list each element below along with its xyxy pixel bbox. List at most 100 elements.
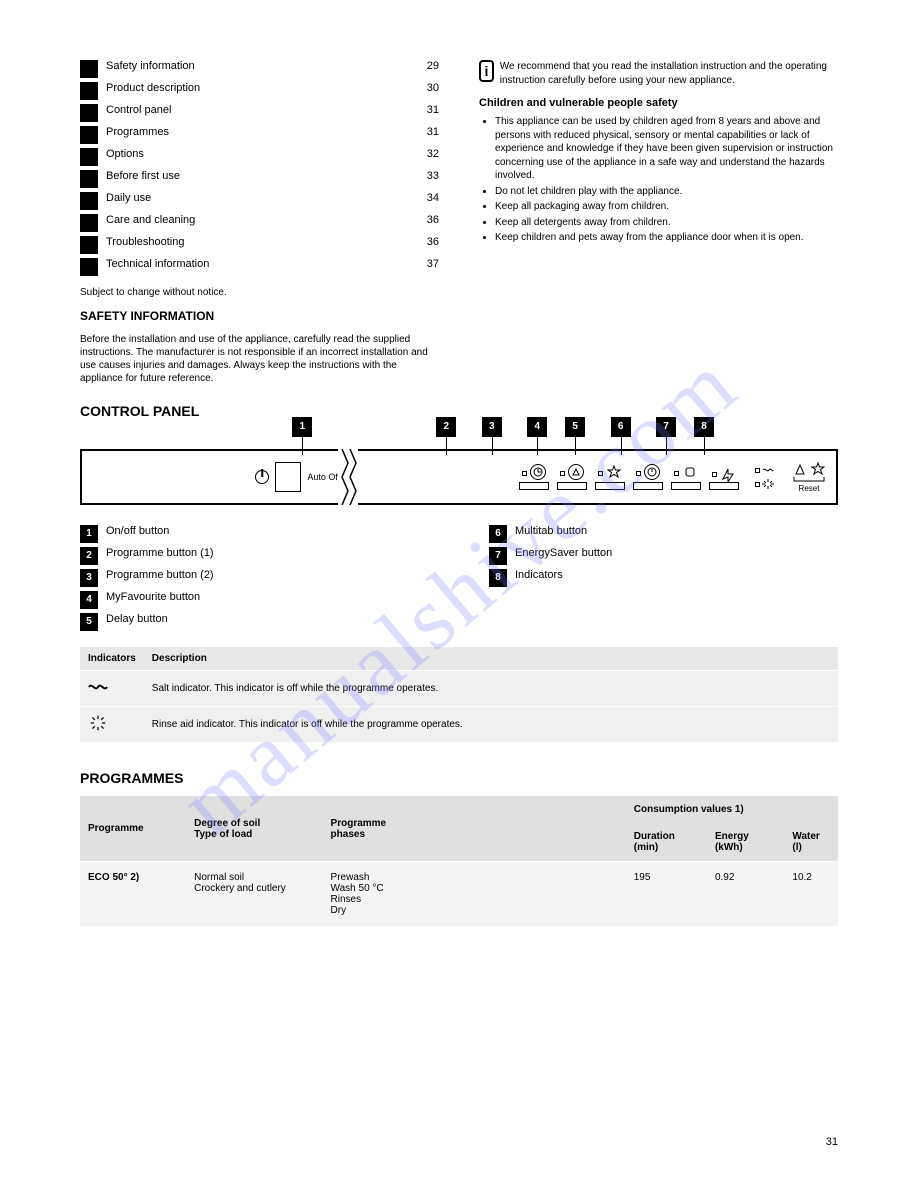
legend-num: 8 [489, 569, 507, 587]
safety-item: Keep children and pets away from the app… [495, 231, 838, 245]
legend-label: On/off button [106, 525, 169, 537]
callout-7: 7 [656, 417, 676, 437]
toc-sq [80, 104, 98, 122]
toc-sq [80, 214, 98, 232]
safety-item: Do not let children play with the applia… [495, 185, 838, 199]
toc-page: 33 [427, 170, 439, 182]
safety-title: SAFETY INFORMATION [80, 309, 439, 323]
panel-break [338, 449, 358, 505]
prog-name: ECO 50° 2) [80, 862, 186, 927]
prog-phases: Prewash Wash 50 °C Rinses Dry [323, 862, 626, 927]
legend-label: Delay button [106, 613, 168, 625]
legend-num: 5 [80, 613, 98, 631]
toc-sq [80, 82, 98, 100]
auto-off-label: Auto Off [307, 472, 340, 482]
toc-label: Options [106, 148, 421, 160]
toc-page: 29 [427, 60, 439, 72]
salt-desc: Salt indicator. This indicator is off wh… [144, 671, 838, 707]
safety-item: Keep all packaging away from children. [495, 200, 838, 214]
th-duration: Duration (min) [626, 823, 707, 862]
legend-label: Indicators [515, 569, 563, 581]
toc-label: Care and cleaning [106, 214, 421, 226]
callout-8: 8 [694, 417, 714, 437]
toc-label: Troubleshooting [106, 236, 421, 248]
star-icon [606, 464, 622, 480]
toc-sq [80, 126, 98, 144]
legend-label: MyFavourite button [106, 591, 200, 603]
th-consumption: Consumption values 1) [626, 796, 838, 823]
toc-label: Safety information [106, 60, 421, 72]
programmes-table: Programme Degree of soil Type of load Pr… [80, 796, 838, 926]
callout-6: 6 [611, 417, 631, 437]
reset-group: Reset [792, 462, 826, 493]
rinse-icon [80, 707, 144, 743]
th-water: Water (l) [784, 823, 838, 862]
toc-label: Technical information [106, 258, 421, 270]
salt-icon [80, 671, 144, 707]
info-note: We recommend that you read the installat… [500, 60, 838, 87]
toc-page: 36 [427, 214, 439, 226]
legend-left: 1 On/off button 2 Programme button (1) 3 Pr… [80, 525, 429, 635]
prog1-icon [530, 464, 546, 480]
toc-left: Safety information 29 Product description… [80, 60, 439, 385]
toc-page: 31 [427, 104, 439, 116]
legend-num: 2 [80, 547, 98, 565]
toc-page: 37 [427, 258, 439, 270]
multitab-icon [682, 464, 698, 480]
indicator-lights [755, 465, 774, 489]
toc-label: Product description [106, 82, 421, 94]
ind-header-icon: Indicators [80, 647, 144, 671]
toc-label: Control panel [106, 104, 421, 116]
toc-sq [80, 60, 98, 78]
toc-page: 32 [427, 148, 439, 160]
toc-label: Daily use [106, 192, 421, 204]
prog-water: 10.2 [784, 862, 838, 927]
toc-sq [80, 170, 98, 188]
legend-num: 7 [489, 547, 507, 565]
rinse-desc: Rinse aid indicator. This indicator is o… [144, 707, 838, 743]
col-right: i We recommend that you read the install… [479, 60, 838, 385]
toc-label: Programmes [106, 126, 421, 138]
legend-num: 3 [80, 569, 98, 587]
legend-label: Programme button (1) [106, 547, 214, 559]
legend-right: 6 Multitab button 7 EnergySaver button 8 In… [489, 525, 838, 635]
toc-sq [80, 192, 98, 210]
programme-row: ECO 50° 2) Normal soil Crockery and cutl… [80, 862, 838, 927]
safety-item: This appliance can be used by children a… [495, 115, 838, 183]
toc-page: 34 [427, 192, 439, 204]
callout-5: 5 [565, 417, 585, 437]
legend-label: Programme button (2) [106, 569, 214, 581]
power-button [275, 462, 301, 492]
toc-page: 31 [427, 126, 439, 138]
ind-header-desc: Description [144, 647, 838, 671]
callout-1: 1 [292, 417, 312, 437]
indicators-table: Indicators Description Salt indicator. T… [80, 647, 838, 742]
th-phases: Programme phases [323, 796, 626, 862]
callout-4: 4 [527, 417, 547, 437]
legend-label: EnergySaver button [515, 547, 612, 559]
reset-star-icon [811, 462, 825, 476]
delay-icon [644, 464, 660, 480]
toc-sq [80, 236, 98, 254]
prog-soil: Normal soil Crockery and cutlery [186, 862, 322, 927]
legend-num: 6 [489, 525, 507, 543]
toc-label: Before first use [106, 170, 421, 182]
reset-label: Reset [799, 484, 820, 493]
programme-buttons [519, 464, 739, 490]
child-safety-title: Children and vulnerable people safety [479, 97, 838, 109]
toc-page: 30 [427, 82, 439, 94]
child-safety-list: This appliance can be used by children a… [479, 115, 838, 245]
prog-energy: 0.92 [707, 862, 784, 927]
page-number: 31 [826, 1136, 838, 1148]
legend-label: Multitab button [515, 525, 587, 537]
prog-duration: 195 [626, 862, 707, 927]
legend-num: 1 [80, 525, 98, 543]
prog2-icon [568, 464, 584, 480]
th-energy: Energy (kWh) [707, 823, 784, 862]
energysaver-icon [720, 466, 736, 482]
toc-sq [80, 258, 98, 276]
th-soil: Degree of soil Type of load [186, 796, 322, 862]
toc-page: 36 [427, 236, 439, 248]
subject-note: Subject to change without notice. [80, 286, 439, 299]
callout-3: 3 [482, 417, 502, 437]
